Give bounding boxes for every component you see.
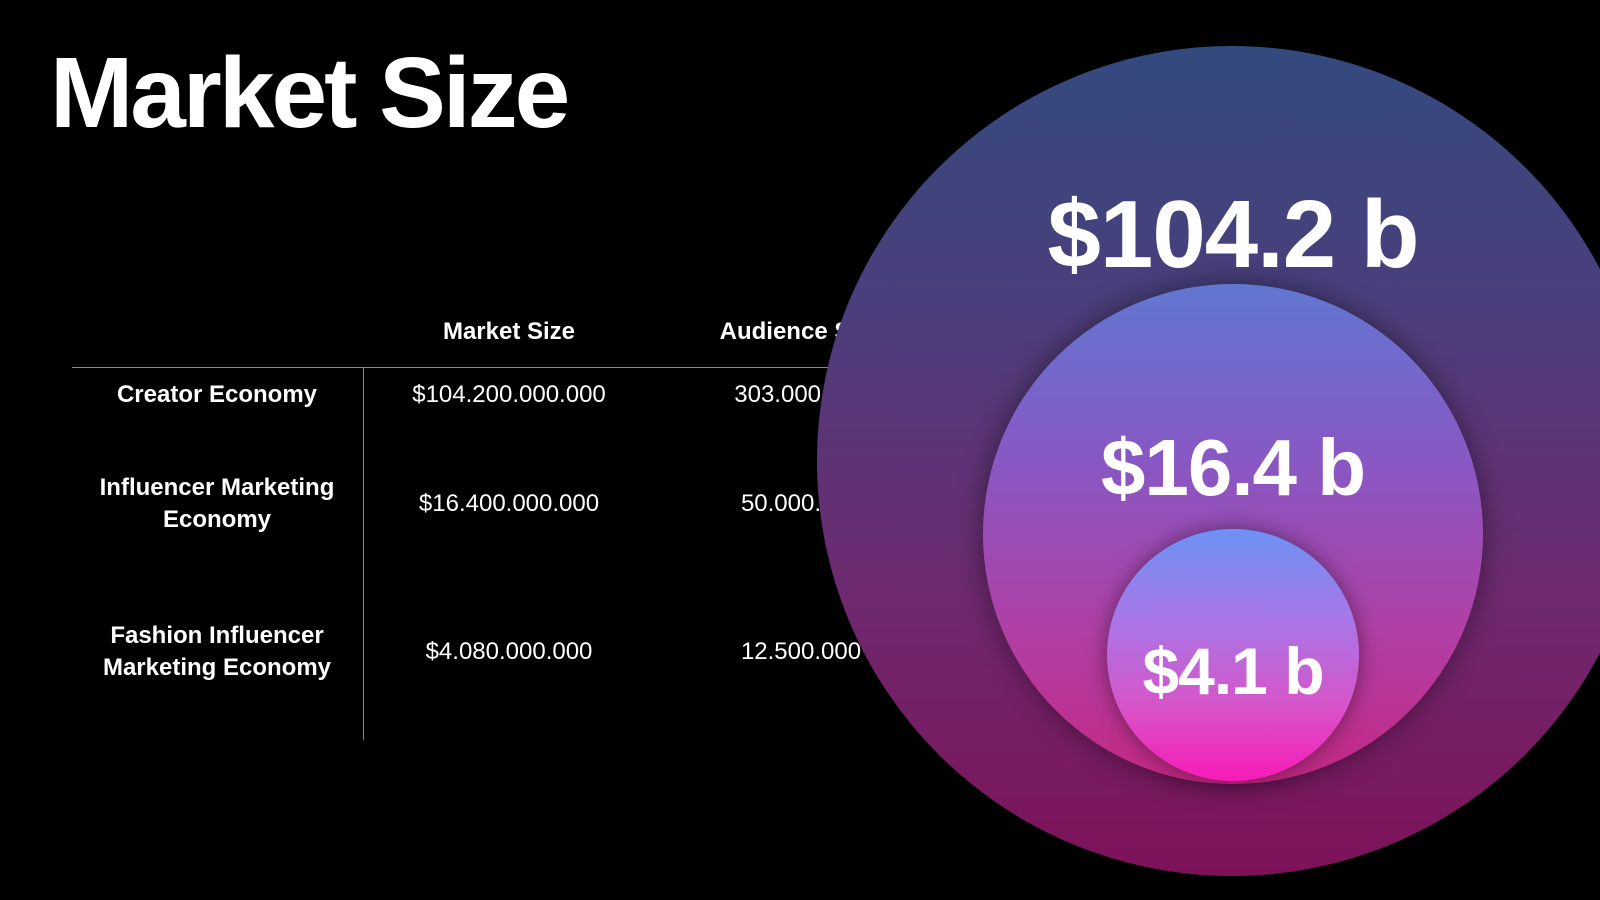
column-header-market-size: Market Size bbox=[442, 318, 576, 345]
column-divider bbox=[363, 368, 364, 740]
creator-economy-value-label: $104.2 b bbox=[1047, 181, 1420, 288]
cell-market-size-fashion-influencer: $4.080.000.000 bbox=[425, 638, 593, 665]
cell-audience-size-fashion-influencer: 12.500.000 bbox=[740, 638, 862, 665]
cell-market-size-influencer-marketing: $16.400.000.000 bbox=[418, 490, 600, 517]
row-label-creator-economy: Creator Economy bbox=[116, 381, 318, 408]
header-divider bbox=[72, 367, 946, 368]
row-label-fashion-influencer-marketing-economy: Fashion Influencer Marketing Economy bbox=[102, 622, 332, 681]
page-title: Market Size bbox=[50, 37, 570, 149]
fashion-influencer-circle bbox=[1107, 529, 1359, 781]
influencer-marketing-value-label: $16.4 b bbox=[1100, 423, 1366, 512]
cell-market-size-creator-economy: $104.200.000.000 bbox=[412, 381, 606, 408]
row-label-influencer-marketing-economy: Influencer Marketing Economy bbox=[99, 474, 335, 533]
fashion-influencer-value-label: $4.1 b bbox=[1142, 634, 1324, 708]
market-size-table: Market Size Audience Size Creator Econom… bbox=[72, 300, 946, 740]
